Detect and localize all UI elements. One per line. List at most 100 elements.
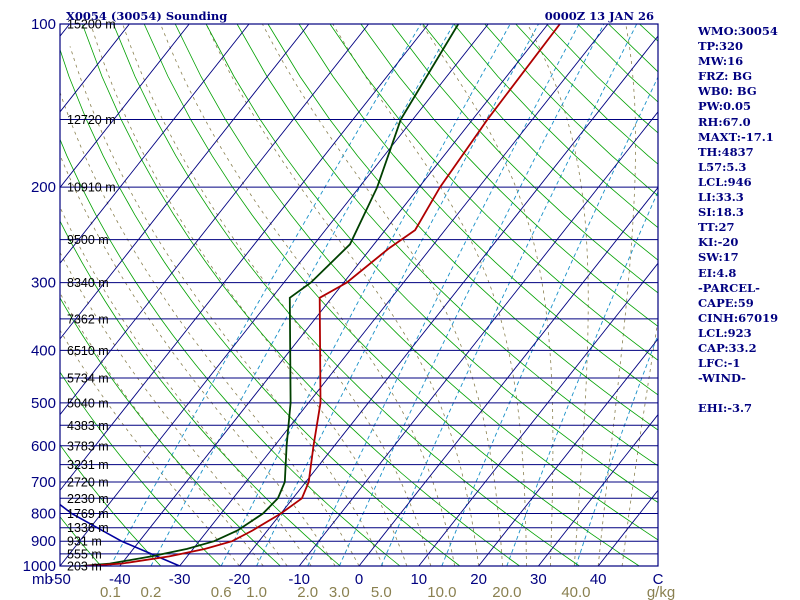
index-item: PW:0.05 [698,99,752,114]
mixing-ratio-tick-label: 5.0 [371,584,392,600]
isotherm-line [179,24,609,566]
isotherm-line [60,24,310,340]
index-item: MW:16 [698,54,744,69]
dewpoint-line [80,24,460,566]
pressure-tick-label: 400 [31,342,56,359]
mixing-ratio-tick-label: 0.6 [211,584,232,600]
mixing-ratio-tick-label: 1.0 [246,584,267,600]
temperature-tick-label: -10 [288,571,310,588]
index-item: CINH:67019 [698,310,779,325]
height-label: 7362 m [67,312,109,326]
isotherm-line [418,262,658,566]
index-item: MAXT:-17.1 [698,129,774,144]
temperature-tick-label: -20 [229,571,251,588]
temperature-tick-labels: mb-50 -40 -30 -20 -10 0 10 20 30 40 C [32,571,664,588]
mixing-ratio-tick-labels: 0.1 0.2 0.6 1.0 2.0 3.0 5.0 10.0 20.0 40.0 g/kg [100,584,675,600]
isobars [60,24,658,566]
isotherm-line [358,186,658,566]
mixing-ratio-tick-label: 0.1 [100,584,121,600]
isotherm-line [60,24,489,566]
surface-line [60,503,180,566]
isotherms [60,24,658,566]
height-label: 1769 m [67,507,109,521]
index-item: L57:5.3 [698,159,747,174]
mixing-ratio-tick-label: 40.0 [561,584,590,600]
pressure-tick-label: 600 [31,438,56,455]
sounding-time: 0000Z 13 JAN 26 [545,9,654,23]
pressure-tick-label: 200 [31,179,56,196]
index-item: RH:67.0 [698,114,751,129]
temperature-tick-label: 20 [470,571,487,588]
height-label: 3783 m [67,439,109,453]
index-item: EHI:-3.7 [698,401,753,416]
index-item: SW:17 [698,250,739,265]
pressure-tick-label: 1000 [23,558,56,575]
height-label: 1336 m [67,521,109,535]
isotherm-line [119,24,549,566]
mixing-ratio-tick-label: 2.0 [297,584,318,600]
temperature-tick-label: 40 [590,571,607,588]
isotherm-line [298,111,658,566]
index-item: LCL:923 [698,325,752,340]
isotherm-line [60,24,429,492]
sounding-title: X0054 (30054) Sounding [66,9,227,23]
moist-adiabat-line [60,206,312,566]
index-item: LI:33.3 [698,190,744,205]
index-item: TP:320 [698,39,744,54]
height-label: 8340 m [67,276,109,290]
height-labels: 15200 m 12720 m 10910 m 9500 m 8340 m 7362 m 6… [67,18,116,574]
temperature-tick-label: 0 [355,571,363,588]
index-item: LCL:946 [698,174,752,189]
mixing-ratio-tick-label: 10.0 [427,584,456,600]
height-label: 931 m [67,535,102,549]
moist-adiabat-line [60,329,240,566]
index-item: CAP:33.2 [698,340,757,355]
height-label: 203 m [67,560,102,574]
moist-adiabat-line [60,91,360,566]
height-label: 12720 m [67,113,116,127]
pressure-tick-label: 800 [31,505,56,522]
pressure-unit-label: mb [32,571,53,588]
mixing-ratio-unit-label: g/kg [647,584,675,600]
temperature-tick-label: 10 [410,571,427,588]
temperature-unit-label: C [653,571,664,588]
height-label: 5040 m [67,396,109,410]
index-item: -WIND- [698,371,746,386]
isotherm-line [60,24,190,189]
pressure-tick-label: 100 [31,16,56,33]
temperature-line [83,24,561,566]
height-label: 3231 m [67,458,109,472]
mixing-ratio-tick-label: 0.2 [141,584,162,600]
height-label: 2720 m [67,476,109,490]
index-item: WB0: BG [698,84,757,99]
temperature-tick-label: 30 [530,571,547,588]
pressure-tick-label: 900 [31,533,56,550]
height-label: 4383 m [67,419,109,433]
moist-adiabat-line [60,154,336,566]
pressure-tick-label: 500 [31,395,56,412]
mixing-ratio-tick-label: 20.0 [492,584,521,600]
plot-grid [60,24,658,566]
isotherm-line [60,24,369,416]
index-item: LFC:-1 [698,356,741,371]
height-label: 5734 m [67,372,109,386]
index-item: SI:18.3 [698,205,744,220]
height-label: 9500 m [67,233,109,247]
index-item: EI:4.8 [698,265,737,280]
index-item: CAPE:59 [698,295,754,310]
height-label: 2230 m [67,492,109,506]
isotherm-line [478,338,658,566]
pressure-tick-label: 300 [31,275,56,292]
index-item [698,386,798,401]
plot-frame [59,23,659,567]
height-label: 6510 m [67,344,109,358]
profiles [60,24,561,566]
height-label: 15200 m [67,18,116,32]
index-item: WMO:30054 [698,24,778,38]
index-item: TH:4837 [698,144,754,159]
mixing-ratio-tick-label: 3.0 [329,584,350,600]
index-item: -PARCEL- [698,280,760,295]
height-label: 10910 m [67,181,116,195]
